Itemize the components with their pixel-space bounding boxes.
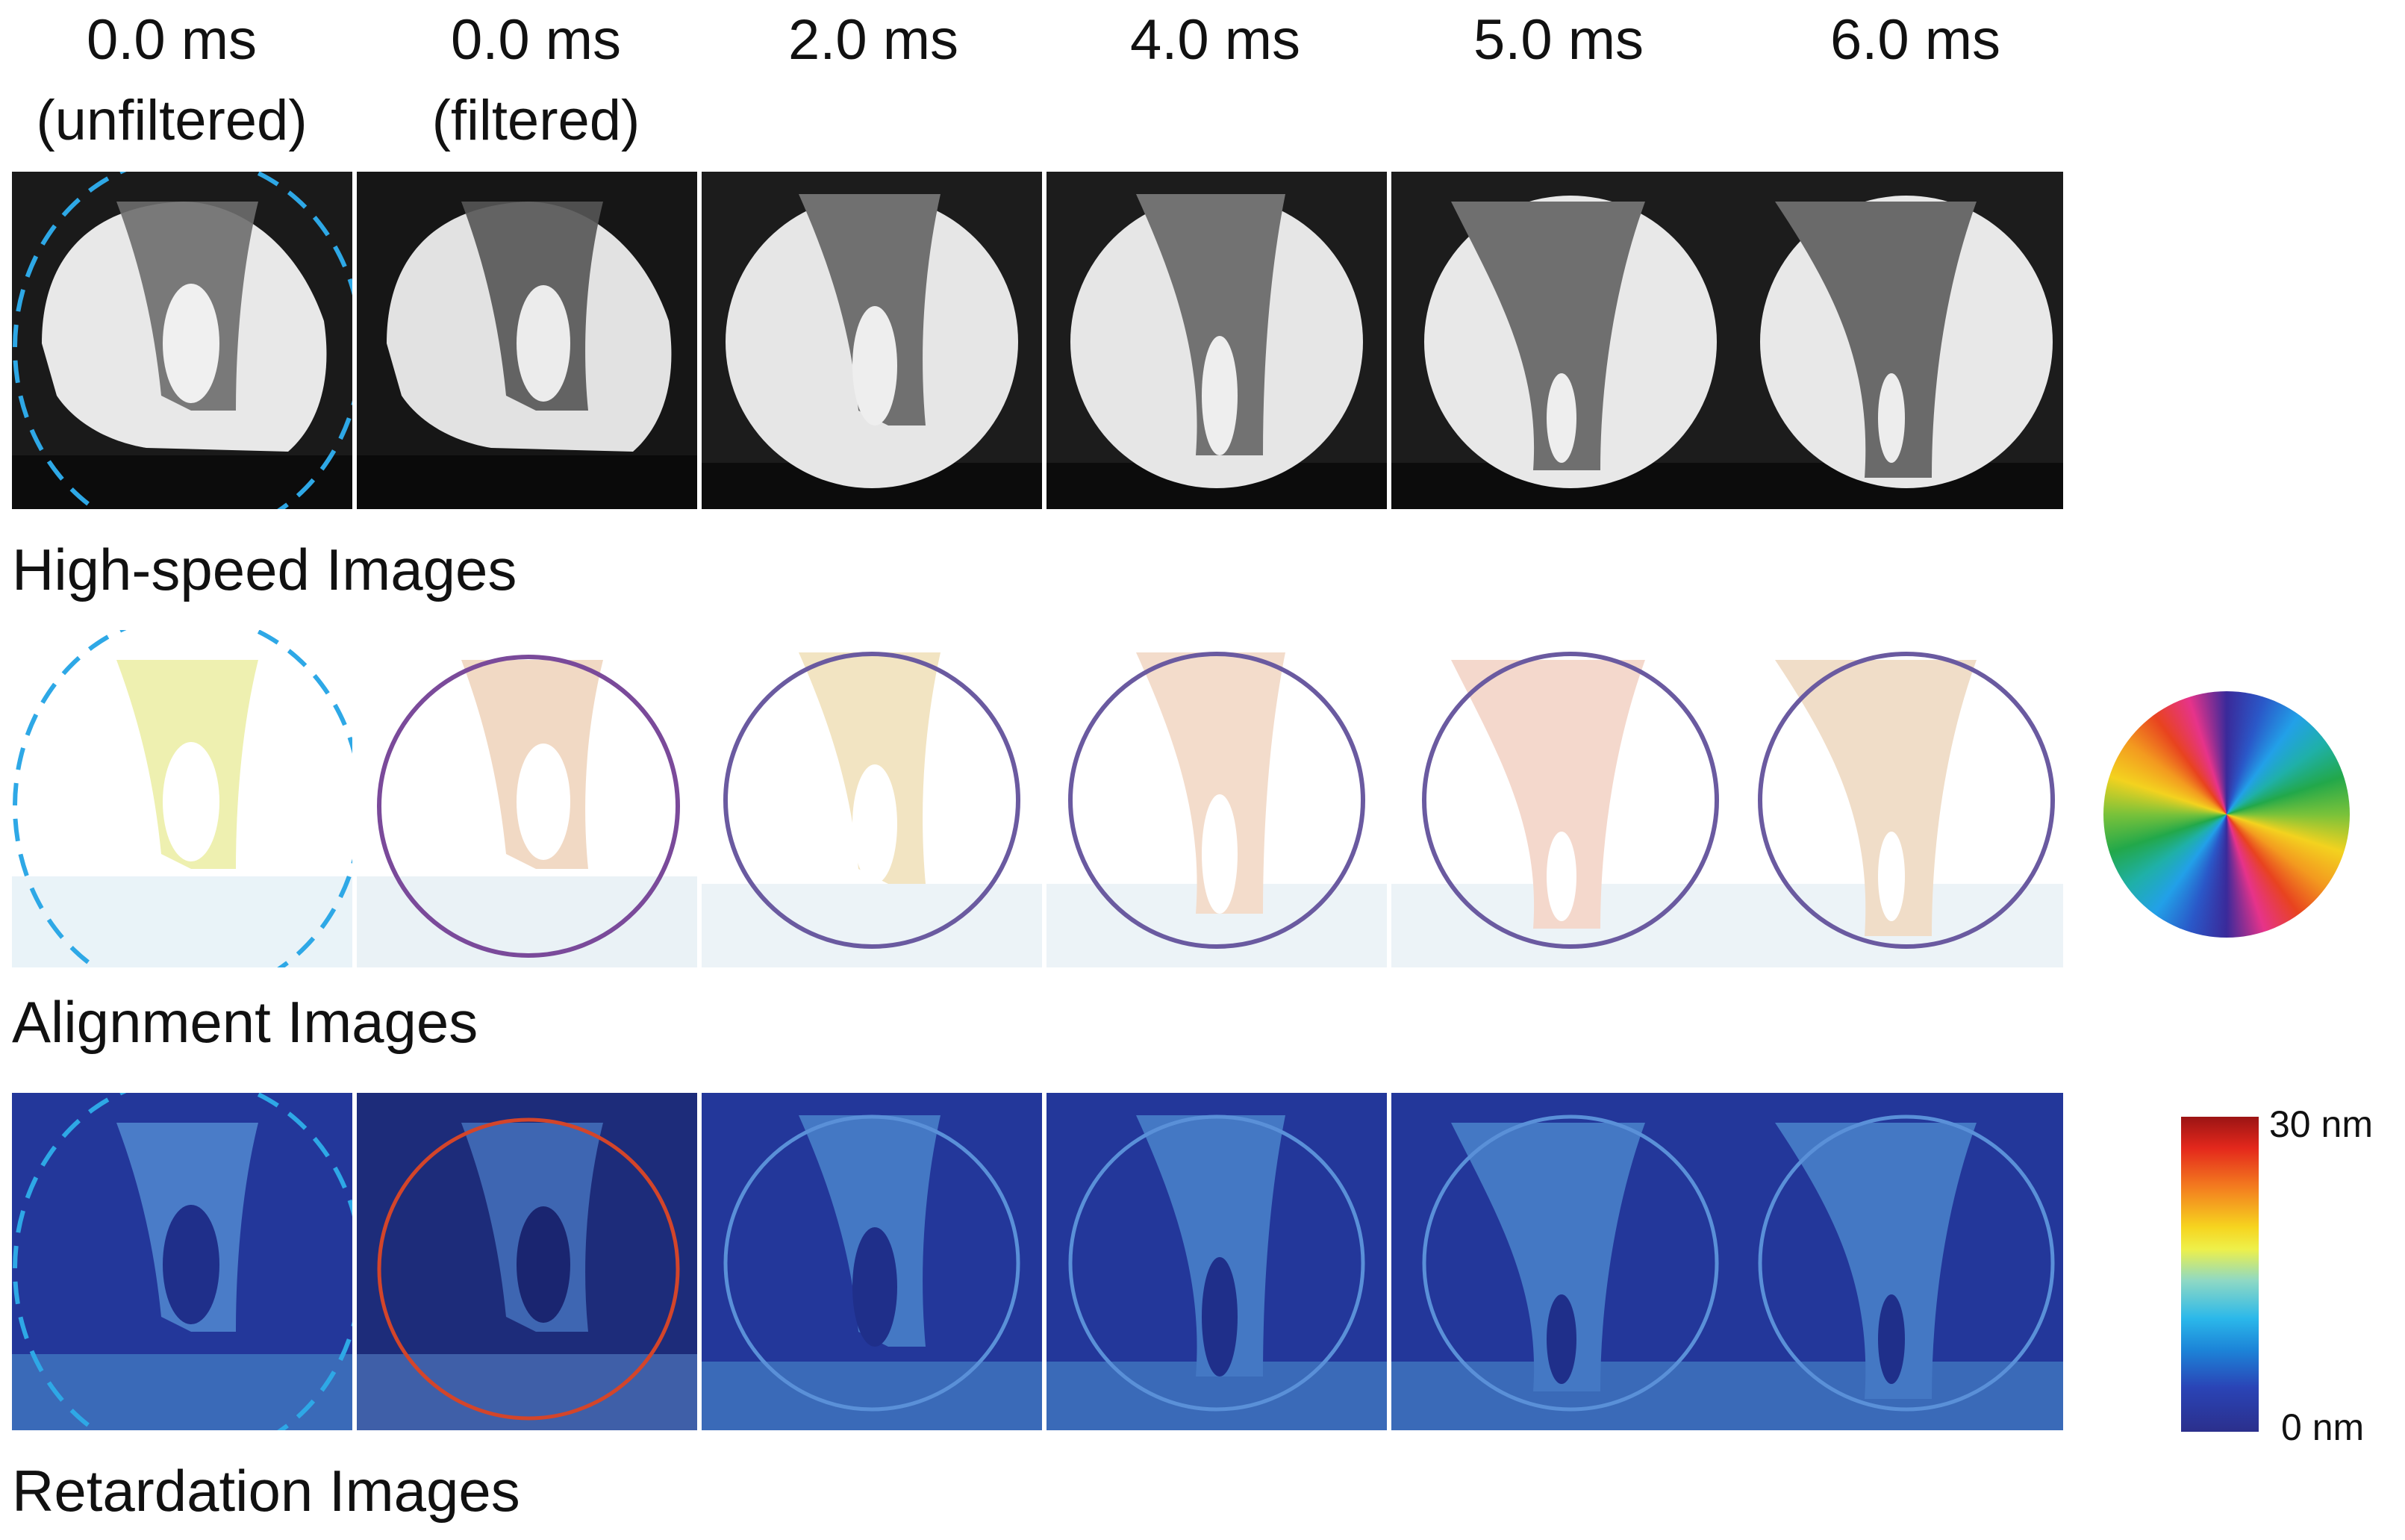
retardation-image-1 xyxy=(12,1093,352,1430)
column-header-3: 2.0 ms xyxy=(702,0,1045,81)
row-label-highspeed: High-speed Images xyxy=(12,537,517,602)
alignment-image-6 xyxy=(1730,630,2063,967)
column-header-2: 0.0 ms (filtered) xyxy=(364,0,708,161)
colorbar-max-label: 30 nm xyxy=(2269,1103,2373,1145)
column-header-5: 5.0 ms xyxy=(1387,0,1730,81)
column-header-4: 4.0 ms xyxy=(1044,0,1387,81)
highspeed-image-2 xyxy=(357,172,697,509)
column-note: (unfiltered) xyxy=(36,89,308,152)
column-time: 6.0 ms xyxy=(1830,8,2001,72)
column-header-1: 0.0 ms (unfiltered) xyxy=(0,0,343,161)
column-time: 0.0 ms xyxy=(450,8,622,72)
column-time: 5.0 ms xyxy=(1473,8,1644,72)
highspeed-image-6 xyxy=(1730,172,2063,509)
alignment-image-1 xyxy=(12,630,352,967)
retardation-colorbar xyxy=(2181,1117,2259,1432)
column-time: 2.0 ms xyxy=(787,8,959,72)
colorbar-min-label: 0 nm xyxy=(2281,1406,2365,1448)
alignment-image-4 xyxy=(1046,630,1387,967)
highspeed-image-4 xyxy=(1046,172,1387,509)
alignment-image-5 xyxy=(1391,630,1732,967)
retardation-image-2 xyxy=(357,1093,697,1430)
row-label-retardation: Retardation Images xyxy=(12,1458,520,1524)
column-time: 4.0 ms xyxy=(1129,8,1301,72)
retardation-image-5 xyxy=(1391,1093,1732,1430)
retardation-image-4 xyxy=(1046,1093,1387,1430)
highspeed-image-3 xyxy=(702,172,1042,509)
column-header-6: 6.0 ms xyxy=(1744,0,2087,81)
alignment-image-3 xyxy=(702,630,1042,967)
alignment-color-wheel xyxy=(2103,691,2350,938)
column-time: 0.0 ms xyxy=(86,8,258,72)
highspeed-image-1 xyxy=(12,172,352,509)
column-note: (filtered) xyxy=(431,89,640,152)
retardation-image-3 xyxy=(702,1093,1042,1430)
alignment-image-2 xyxy=(357,630,697,967)
row-label-alignment: Alignment Images xyxy=(12,989,478,1055)
highspeed-image-5 xyxy=(1391,172,1732,509)
retardation-image-6 xyxy=(1730,1093,2063,1430)
